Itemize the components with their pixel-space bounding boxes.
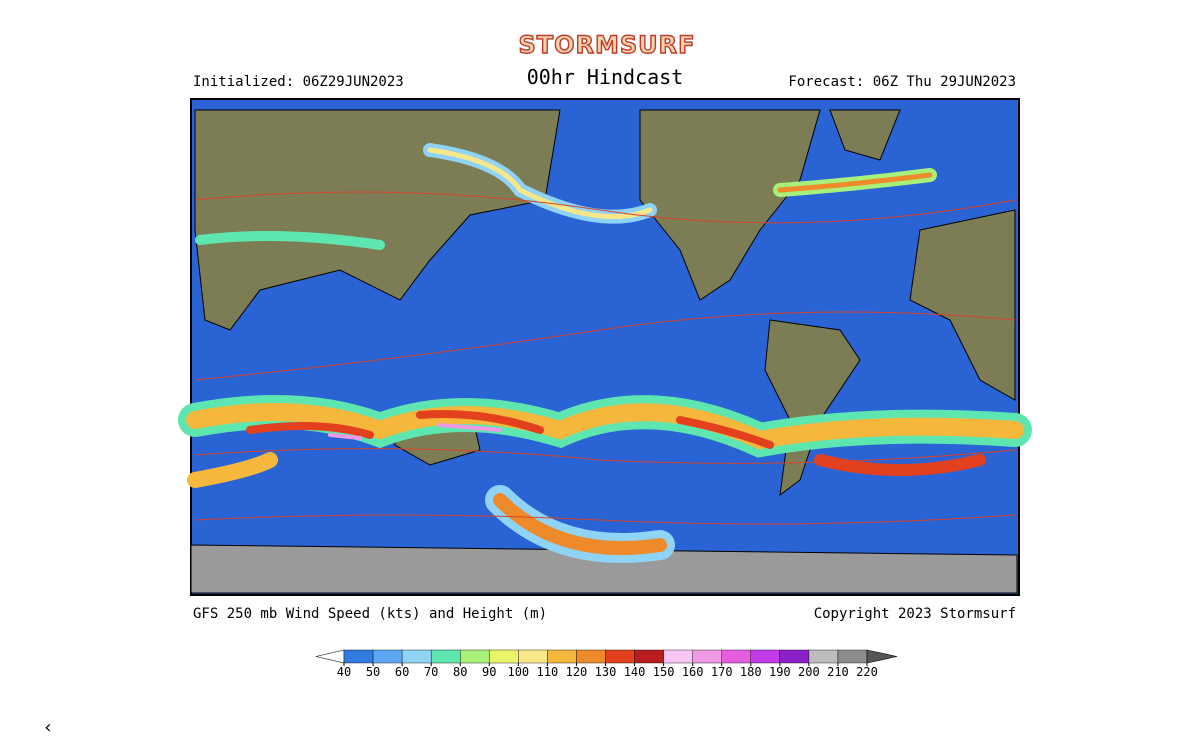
colorbar-label: 140 [624, 665, 646, 679]
colorbar-segment [605, 649, 635, 664]
colorbar-segment [808, 649, 839, 664]
height-contours [194, 191, 1016, 525]
colorbar-segment [663, 649, 693, 664]
map [178, 98, 1032, 596]
colorbar-segment [779, 649, 810, 664]
colorbar-segment [692, 649, 722, 664]
jet-streams [178, 143, 1032, 563]
colorbar-label: 110 [537, 665, 559, 679]
colorbar-label: 170 [711, 665, 733, 679]
copyright: Copyright 2023 Stormsurf [814, 606, 1016, 622]
colorbar-label: 160 [682, 665, 704, 679]
colorbar-segment [750, 649, 781, 664]
colorbar-segment [576, 649, 606, 664]
colorbar-segment [489, 649, 519, 664]
caption: GFS 250 mb Wind Speed (kts) and Height (… [193, 606, 547, 622]
colorbar: 40 50 60 70 80 90 100 110 120 130 140 150 160 170 180 1… [315, 649, 898, 679]
colorbar-label: 210 [827, 665, 849, 679]
colorbar-label: 130 [595, 665, 617, 679]
colorbar-segment [401, 649, 432, 664]
colorbar-label: 220 [856, 665, 878, 679]
colorbar-segment [518, 649, 548, 664]
colorbar-segment [460, 649, 490, 664]
colorbar-label: 70 [424, 665, 438, 679]
colorbar-label: 190 [769, 665, 791, 679]
colorbar-segment [547, 649, 577, 664]
colorbar-label: 40 [337, 665, 351, 679]
colorbar-segment [343, 649, 374, 664]
forecast-label: Forecast: 06Z Thu 29JUN2023 [788, 74, 1016, 90]
colorbar-segment [721, 649, 751, 664]
initialized-label: Initialized: 06Z29JUN2023 [193, 74, 404, 90]
colorbar-segment [837, 649, 868, 664]
colorbar-label: 60 [395, 665, 409, 679]
back-button[interactable]: ‹ [43, 717, 54, 738]
colorbar-label: 80 [453, 665, 467, 679]
colorbar-label: 150 [653, 665, 675, 679]
colorbar-segment [634, 649, 664, 664]
colorbar-label: 50 [366, 665, 380, 679]
colorbar-segment [430, 649, 461, 664]
colorbar-label: 200 [798, 665, 820, 679]
logo: STORMSURF [518, 31, 695, 59]
colorbar-label: 180 [740, 665, 762, 679]
colorbar-high-arrow [866, 649, 898, 664]
colorbar-label: 100 [507, 665, 529, 679]
colorbar-low-arrow [315, 649, 345, 664]
colorbar-label: 120 [566, 665, 588, 679]
colorbar-label: 90 [482, 665, 496, 679]
colorbar-segment [372, 649, 403, 664]
map-title: 00hr Hindcast [527, 65, 684, 89]
